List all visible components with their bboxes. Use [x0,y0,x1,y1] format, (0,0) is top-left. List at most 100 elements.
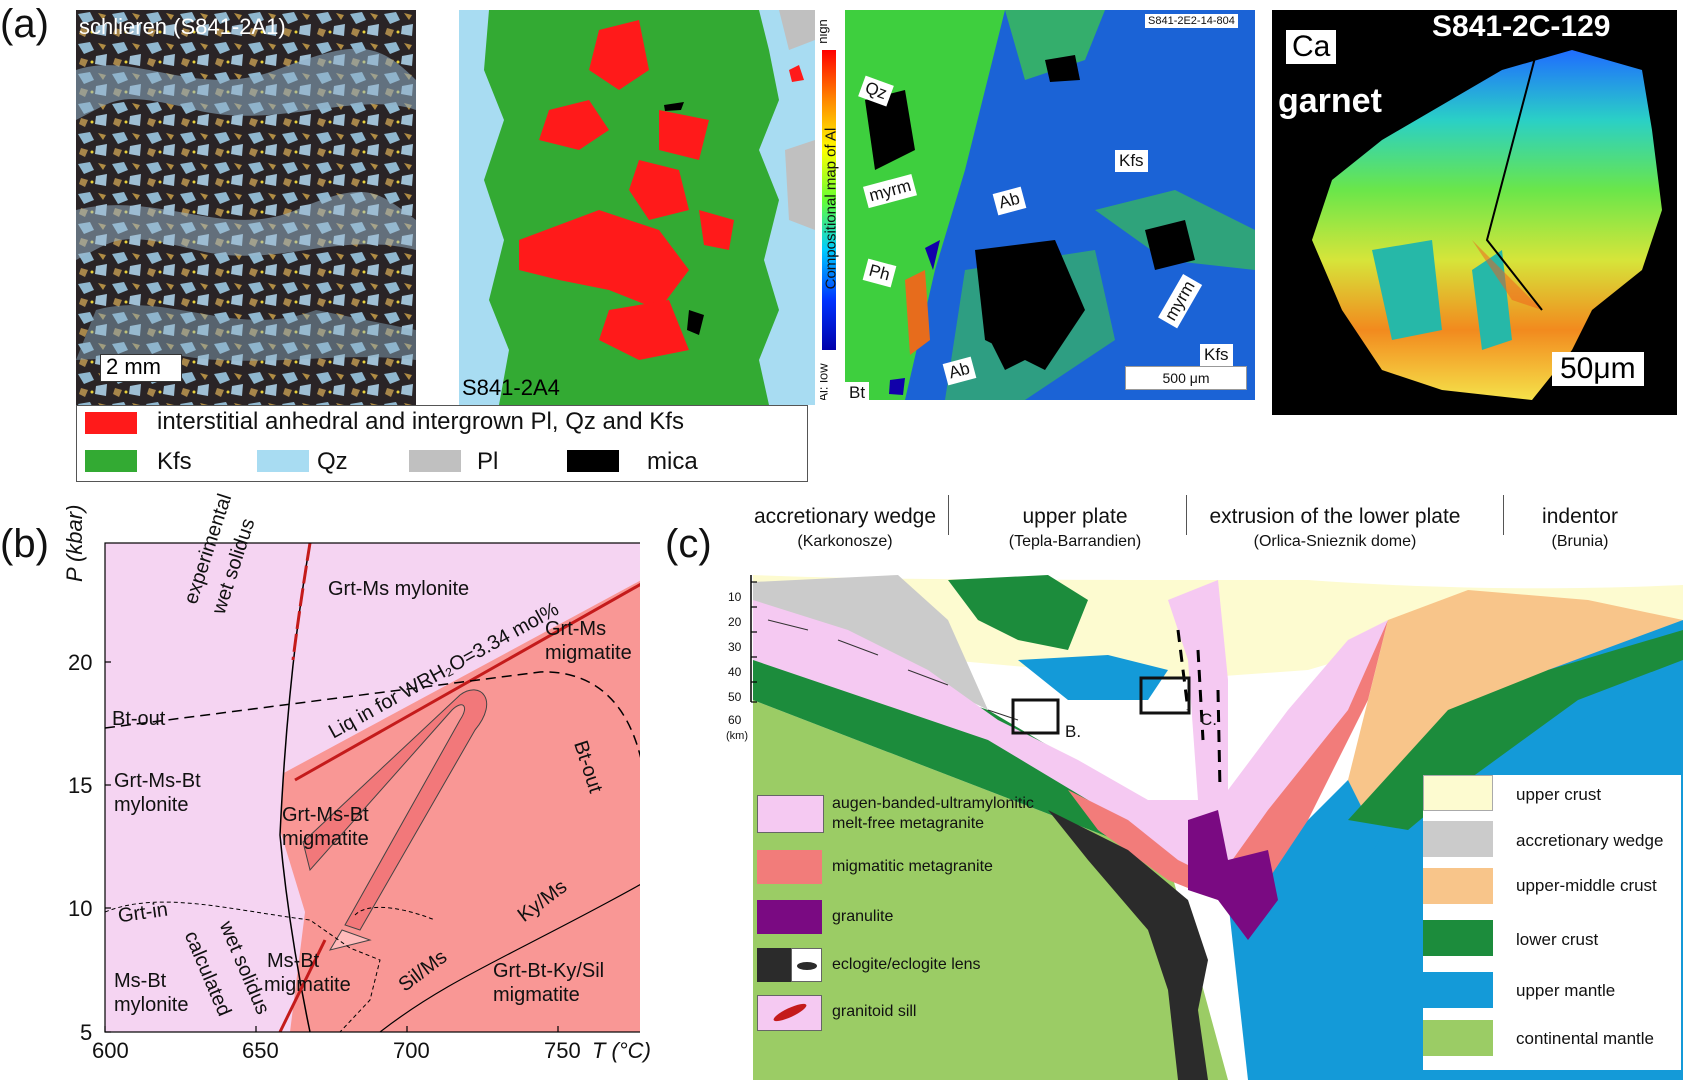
x-tick-700: 700 [393,1038,430,1063]
label-bt: Bt [845,382,870,400]
zone-title: indentor [1542,505,1618,528]
garnet-label: garnet [1278,82,1382,120]
field-grt-ms-bt-migmatite-1: Grt-Ms-Bt [282,804,369,826]
pt-diagram [104,542,640,1033]
legend-swatch-mica [567,450,619,472]
y-tick-5: 5 [80,1020,93,1045]
garnet-scale: 50μm [1552,352,1644,390]
field-grt-ms-bt-migmatite-2: migmatite [282,828,369,850]
phase-map-label: S841-2A4 [462,375,560,400]
field-grt-ms-migmatite-1: Grt-Ms [545,618,607,640]
zone-divider-1 [948,495,949,535]
schlieren-label: schlieren (S841-2A1) [79,14,286,39]
depth-tick-60: 60 [728,713,742,727]
colorbar-title: Compositional map of Al [822,127,840,290]
zone-extrusion: extrusion of the lower plate (Orlica-Sni… [1195,505,1475,551]
al-map-scale: 500 μm [1125,366,1247,390]
y-tick-15: 15 [68,773,93,798]
field-grt-bt-ky-migmatite-1: Grt-Bt-Ky/Sil [493,960,605,982]
legend-swatch-qz [257,450,309,472]
box-label-c: C. [1200,710,1217,729]
legend-swatch-upper-mantle [1423,972,1493,1008]
zone-sub: (Brunia) [1551,533,1609,550]
legend-augen-label-1: augen-banded-ultramylonitic [832,795,1034,812]
legend-swatch-sill [757,995,822,1031]
zone-sub: (Tepla-Barrandien) [1008,533,1142,550]
al-compositional-map: S841-2E2-14-804 500 μm Qz myrm Ab Ph Bt … [845,10,1255,400]
x-tick-600: 600 [92,1038,129,1063]
y-tick-10: 10 [68,896,93,921]
legend-interstitial: interstitial anhedral and intergrown Pl,… [157,408,684,435]
zone-title: extrusion of the lower plate [1209,505,1461,528]
legend-pl: Pl [477,448,499,475]
field-ms-bt-migmatite-1: Ms-Bt [267,950,320,972]
field-grt-bt-ky-migmatite-2: migmatite [493,984,580,1006]
legend-sill-label: granitoid sill [832,1003,917,1020]
field-grt-ms-migmatite-2: migmatite [545,642,632,664]
legend-swatch-continental-mantle [1423,1020,1493,1056]
depth-tick-10: 10 [728,590,742,604]
zone-title: upper plate [1022,505,1128,528]
panel-label-a: (a) [0,2,49,46]
ca-garnet-map: Ca garnet S841-2C-129 50μm [1272,10,1677,415]
zone-sub: (Karkonosze) [797,533,893,550]
legend-accretionary-wedge: accretionary wedge [1516,831,1664,850]
legend-augen-label-2: melt-free metagranite [832,815,985,832]
legend-eclogite-label: eclogite/eclogite lens [832,956,981,973]
panel-label-b: (b) [0,522,49,566]
legend-swatch-pl [409,450,461,472]
phase-map: S841-2A4 [459,10,815,405]
al-map-colorbar: high Compositional map of Al Al: low [820,10,842,400]
depth-tick-50: 50 [728,690,742,704]
legend-mica: mica [647,448,698,475]
x-tick-650: 650 [242,1038,279,1063]
zone-title: accretionary wedge [753,505,937,528]
box-label-b: B. [1065,722,1082,741]
zone-accretionary-wedge: accretionary wedge (Karkonosze) [745,505,945,551]
y-tick-20: 20 [68,650,93,675]
legend-lower-crust: lower crust [1516,930,1599,949]
zone-upper-plate: upper plate (Tepla-Barrandien) [975,505,1175,551]
legend-swatch-granulite [757,900,822,934]
depth-unit: (km) [726,730,748,742]
legend-kfs: Kfs [157,448,192,475]
field-ms-bt-migmatite-2: migmatite [264,974,351,996]
panel-label-c: (c) [665,522,712,566]
zone-divider-2 [1186,495,1187,535]
depth-tick-20: 20 [728,615,742,629]
x-tick-750: 750 [544,1038,581,1063]
ca-label: Ca [1284,28,1339,66]
legend-swatch-eclogite-lens [791,948,822,982]
garnet-code: S841-2C-129 [1432,10,1611,43]
zone-sub: (Orlica-Snieznik dome) [1253,533,1417,550]
legend-upper-crust: upper crust [1516,785,1602,804]
legend-granulite-label: granulite [832,908,894,925]
field-grt-ms-bt-mylonite-2: mylonite [114,794,189,816]
colorbar-high: high [820,19,830,44]
field-ms-bt-mylonite-2: mylonite [114,994,189,1016]
legend-right: upper crust accretionary wedge upper-mid… [1423,775,1681,1070]
legend-upper-mantle: upper mantle [1516,981,1616,1000]
legend-swatch-augen [757,795,824,833]
legend-swatch-upper-crust [1423,775,1493,811]
legend-swatch-eclogite [757,948,791,982]
field-grt-ms-mylonite: Grt-Ms mylonite [328,578,470,600]
legend-swatch-upper-middle-crust [1423,868,1493,904]
zone-indentor: indentor (Brunia) [1520,505,1640,551]
legend-swatch-interstitial [85,412,137,434]
label-kfs-2: Kfs [1200,344,1233,366]
field-ms-bt-mylonite-1: Ms-Bt [114,970,167,992]
colorbar-low: Al: low [820,363,831,400]
label-kfs-1: Kfs [1115,150,1148,172]
legend-swatch-kfs [85,450,137,472]
legend-upper-middle-crust: upper-middle crust [1516,876,1657,895]
phase-legend: interstitial anhedral and intergrown Pl,… [76,405,808,482]
legend-migmatitic-label: migmatitic metagranite [832,858,993,875]
legend-swatch-accretionary-wedge [1423,821,1493,857]
al-map-code: S841-2E2-14-804 [1145,14,1238,28]
zone-divider-3 [1503,495,1504,535]
legend-qz: Qz [317,448,348,475]
legend-swatch-migmatitic [757,850,822,884]
line-bt-out-left: Bt-out [112,708,166,730]
depth-tick-30: 30 [728,640,742,654]
